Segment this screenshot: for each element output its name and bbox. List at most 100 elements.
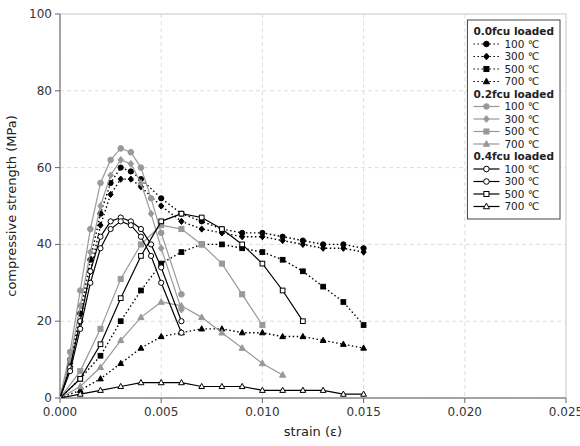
y-axis-line	[60, 14, 61, 398]
y-tick-label: 40	[37, 237, 52, 251]
series	[60, 215, 184, 398]
point	[220, 242, 225, 247]
x-tick	[566, 398, 567, 403]
point	[118, 157, 124, 164]
point	[138, 165, 144, 171]
legend-marker	[484, 179, 490, 185]
line	[60, 383, 364, 398]
series	[60, 165, 366, 398]
point	[78, 369, 83, 374]
point	[98, 376, 104, 381]
point	[88, 280, 93, 285]
series	[60, 157, 184, 398]
point	[280, 288, 285, 293]
legend-label: 700 ℃	[504, 138, 539, 150]
x-tick	[161, 398, 162, 403]
line	[60, 302, 283, 398]
point	[108, 172, 114, 179]
x-grid-line	[262, 14, 263, 398]
point	[341, 341, 347, 346]
point	[108, 157, 114, 163]
point	[68, 369, 73, 374]
point	[118, 219, 123, 224]
point	[158, 333, 164, 338]
point	[321, 284, 326, 289]
legend-label: 700 ℃	[504, 200, 539, 212]
point	[159, 219, 164, 224]
point	[128, 223, 133, 228]
point	[128, 149, 134, 155]
y-tick	[55, 14, 60, 15]
point	[108, 226, 113, 231]
point	[300, 333, 306, 338]
legend-marker	[484, 116, 490, 123]
legend-group-title: 0.2fcu loaded	[473, 88, 554, 100]
y-grid-line	[60, 244, 566, 245]
x-tick-label: 0.025	[549, 405, 580, 419]
point	[260, 323, 265, 328]
point	[280, 257, 285, 262]
point	[320, 337, 326, 342]
point	[158, 230, 164, 236]
point	[239, 383, 245, 388]
point	[300, 387, 306, 392]
point	[118, 337, 124, 343]
point	[159, 196, 164, 201]
legend-marker	[484, 166, 490, 172]
point	[300, 241, 305, 247]
point	[118, 276, 123, 281]
point	[138, 380, 144, 385]
line	[60, 168, 364, 398]
axes: 0.0000.0050.0100.0150.0200.0250204060801…	[29, 7, 580, 419]
point	[118, 319, 123, 324]
point	[301, 319, 306, 324]
point	[240, 242, 245, 247]
legend-box	[467, 20, 560, 219]
y-tick-label: 60	[37, 161, 52, 175]
point	[321, 245, 326, 251]
y-grid-line	[60, 398, 566, 399]
legend-marker	[484, 41, 490, 47]
point	[88, 226, 94, 232]
point	[77, 391, 83, 396]
x-axis-label: strain (ε)	[284, 424, 342, 439]
point	[60, 396, 62, 398]
legend-label: 100 ℃	[504, 100, 539, 112]
point	[139, 288, 144, 293]
point	[341, 300, 346, 305]
point	[361, 323, 366, 328]
point	[148, 210, 154, 217]
x-tick-label: 0.010	[245, 405, 279, 419]
point	[199, 383, 205, 388]
series	[60, 176, 366, 398]
point	[260, 261, 265, 266]
legend-marker	[484, 104, 490, 110]
x-grid-line	[566, 14, 567, 398]
point	[199, 242, 204, 247]
point	[139, 254, 144, 259]
legend-group-title: 0.0fcu loaded	[473, 25, 554, 37]
point	[280, 387, 286, 392]
point	[98, 180, 104, 186]
grid	[60, 14, 566, 398]
point	[158, 380, 164, 385]
y-tick	[55, 167, 60, 168]
point	[219, 329, 225, 335]
point	[179, 330, 185, 335]
line	[60, 225, 262, 398]
point	[179, 227, 184, 232]
point	[199, 226, 204, 232]
point	[199, 326, 205, 331]
point	[179, 330, 184, 335]
point	[178, 302, 184, 308]
x-grid-line	[464, 14, 465, 398]
line	[60, 218, 181, 398]
point	[280, 372, 286, 378]
legend-label: 300 ℃	[504, 50, 539, 62]
x-grid-line	[363, 14, 364, 398]
point	[88, 249, 94, 256]
point	[179, 380, 185, 385]
line	[60, 160, 181, 398]
point	[118, 296, 123, 301]
point	[60, 396, 62, 398]
